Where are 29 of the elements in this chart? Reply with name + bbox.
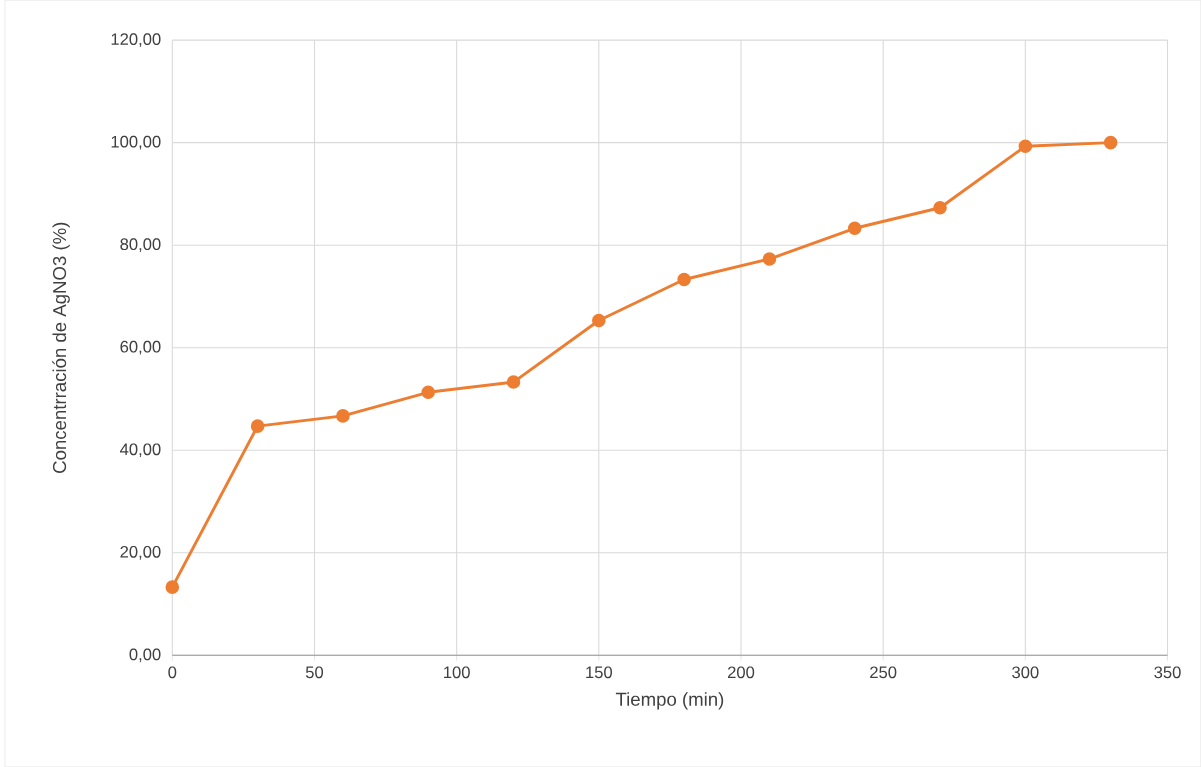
y-tick-label: 120,00	[111, 33, 161, 47]
point	[847, 221, 862, 235]
y-tick-label: 40,00	[120, 443, 161, 458]
x-axis-title: Tiempo (min)	[615, 692, 724, 710]
x-tick-label: 200	[727, 666, 755, 679]
y-tick-label: 100,00	[111, 135, 161, 150]
point	[592, 313, 606, 328]
y-tick-label: 20,00	[120, 545, 161, 560]
point	[677, 272, 691, 287]
x-tick-label: 100	[444, 666, 470, 679]
x-tick-label: 300	[1012, 666, 1039, 679]
y-tick-label: 80,00	[120, 238, 161, 252]
point	[421, 385, 435, 399]
y-tick-label: 60,00	[120, 340, 161, 355]
y-axis-title: Concentrración de AgNO3 (%)	[52, 222, 70, 473]
x-tick-label: 250	[870, 666, 897, 679]
point	[165, 580, 180, 594]
point	[336, 409, 350, 423]
y-tick-label: 0,00	[129, 648, 161, 663]
x-tick-label: 0	[168, 666, 177, 679]
point	[933, 200, 947, 215]
point	[1018, 139, 1033, 153]
point	[762, 252, 777, 266]
x-tick-label: 350	[1154, 666, 1181, 679]
x-tick-label: 150	[586, 666, 613, 679]
point	[1103, 135, 1118, 150]
x-tick-label: 50	[305, 666, 324, 679]
point	[506, 375, 521, 389]
point	[250, 419, 265, 433]
